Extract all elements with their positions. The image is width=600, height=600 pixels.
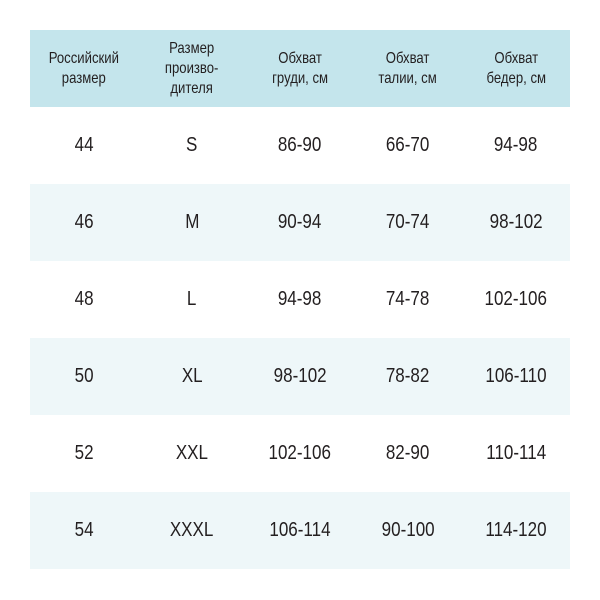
cell-value: 50: [74, 365, 94, 387]
table-cell: 54: [30, 492, 138, 569]
table-cell: XXL: [138, 415, 246, 492]
cell-value: 110-114: [486, 442, 546, 464]
table-cell: 90-94: [246, 184, 354, 261]
table-cell: 86-90: [246, 107, 354, 184]
table-cell: 44: [30, 107, 138, 184]
table-row: 44 S 86-90 66-70 94-98: [30, 107, 570, 184]
cell-value: 74-78: [386, 288, 430, 310]
header-label: Обхват бедер, см: [486, 49, 546, 87]
cell-value: 46: [74, 211, 94, 233]
cell-value: 66-70: [386, 134, 430, 156]
header-cell-russian-size: Российский размер: [30, 30, 138, 107]
table-cell: 102-106: [462, 261, 570, 338]
header-label: Российский размер: [48, 49, 120, 87]
cell-value: XXXL: [170, 519, 214, 541]
table-cell: M: [138, 184, 246, 261]
table-cell: 106-110: [462, 338, 570, 415]
cell-value: 82-90: [386, 442, 430, 464]
size-chart-table: Российский размер Размер произво- дителя…: [30, 30, 570, 569]
table-cell: 102-106: [246, 415, 354, 492]
table-row: 46 M 90-94 70-74 98-102: [30, 184, 570, 261]
cell-value: 52: [74, 442, 94, 464]
table-cell: 90-100: [354, 492, 462, 569]
header-row: Российский размер Размер произво- дителя…: [30, 30, 570, 107]
table-row: 50 XL 98-102 78-82 106-110: [30, 338, 570, 415]
cell-value: S: [186, 134, 198, 156]
table-cell: XXXL: [138, 492, 246, 569]
header-cell-waist: Обхват талии, см: [354, 30, 462, 107]
table-cell: 110-114: [462, 415, 570, 492]
table-cell: XL: [138, 338, 246, 415]
table-row: 48 L 94-98 74-78 102-106: [30, 261, 570, 338]
header-cell-chest: Обхват груди, см: [246, 30, 354, 107]
cell-value: 78-82: [386, 365, 430, 387]
table-cell: 94-98: [462, 107, 570, 184]
cell-value: 94-98: [494, 134, 538, 156]
table-row: 54 XXXL 106-114 90-100 114-120: [30, 492, 570, 569]
header-cell-manufacturer-size: Размер произво- дителя: [138, 30, 246, 107]
header-cell-hips: Обхват бедер, см: [462, 30, 570, 107]
cell-value: XL: [181, 365, 203, 387]
table-cell: 82-90: [354, 415, 462, 492]
table-body: 44 S 86-90 66-70 94-98 46 M 90-94 70-74 98-102 48 L…: [30, 107, 570, 569]
table-cell: 74-78: [354, 261, 462, 338]
table-cell: 98-102: [462, 184, 570, 261]
table-cell: 78-82: [354, 338, 462, 415]
cell-value: 48: [74, 288, 94, 310]
header-label: Обхват груди, см: [272, 49, 328, 87]
cell-value: 106-114: [269, 519, 331, 541]
cell-value: 98-102: [489, 211, 543, 233]
table-cell: L: [138, 261, 246, 338]
cell-value: 44: [74, 134, 94, 156]
table-cell: 66-70: [354, 107, 462, 184]
header-label: Размер произво- дителя: [165, 39, 219, 97]
cell-value: 70-74: [386, 211, 430, 233]
table-cell: 52: [30, 415, 138, 492]
table-cell: 106-114: [246, 492, 354, 569]
cell-value: XXL: [175, 442, 209, 464]
cell-value: 54: [74, 519, 94, 541]
table-cell: 70-74: [354, 184, 462, 261]
table-cell: 50: [30, 338, 138, 415]
cell-value: 106-110: [485, 365, 547, 387]
cell-value: 114-120: [485, 519, 547, 541]
cell-value: 90-94: [278, 211, 322, 233]
cell-value: M: [184, 211, 200, 233]
cell-value: 102-106: [268, 442, 332, 464]
table-cell: 114-120: [462, 492, 570, 569]
table-cell: 46: [30, 184, 138, 261]
table-cell: S: [138, 107, 246, 184]
table-cell: 48: [30, 261, 138, 338]
cell-value: 94-98: [278, 288, 322, 310]
header-label: Обхват талии, см: [378, 49, 438, 87]
cell-value: 102-106: [484, 288, 548, 310]
cell-value: L: [187, 288, 197, 310]
cell-value: 86-90: [278, 134, 322, 156]
table-cell: 98-102: [246, 338, 354, 415]
table-row: 52 XXL 102-106 82-90 110-114: [30, 415, 570, 492]
cell-value: 98-102: [273, 365, 327, 387]
cell-value: 90-100: [381, 519, 435, 541]
table-cell: 94-98: [246, 261, 354, 338]
